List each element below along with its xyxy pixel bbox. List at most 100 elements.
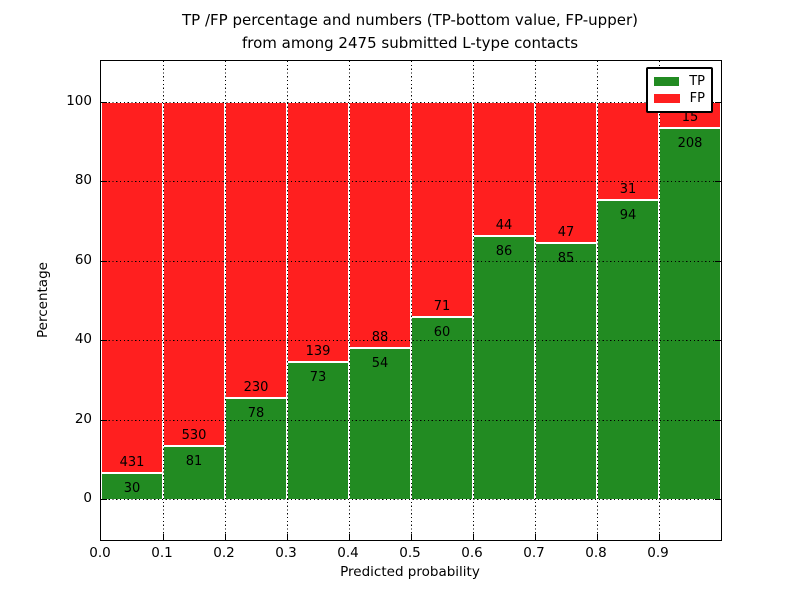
bar-segment-tp	[349, 347, 411, 499]
chart-title: TP /FP percentage and numbers (TP-bottom…	[100, 9, 720, 55]
y-tickmark-right	[715, 101, 721, 103]
tp-count-label: 30	[123, 481, 141, 497]
bar-segment-tp	[473, 236, 535, 499]
y-tickmark-left	[101, 101, 107, 103]
legend-label-tp: TP	[689, 73, 705, 89]
fp-count-label: 71	[433, 299, 451, 315]
x-tickmark-bottom	[225, 534, 226, 540]
bar-segment-fp	[411, 101, 473, 318]
x-axis-label: Predicted probability	[340, 564, 480, 580]
y-tick-label: 0	[83, 490, 92, 506]
vertical-gridline	[472, 61, 474, 540]
bar-segment-fp	[535, 101, 597, 244]
bar-segment-fp	[349, 101, 411, 348]
y-tickmark-left	[101, 260, 107, 262]
bar-segment-fp	[163, 101, 225, 447]
tp-count-label: 94	[619, 208, 637, 224]
y-tickmark-right	[715, 340, 721, 342]
bar-segment-tp	[287, 362, 349, 499]
x-tickmark-bottom	[411, 534, 412, 540]
horizontal-gridline	[101, 260, 721, 262]
x-tickmark-bottom	[535, 534, 536, 540]
legend-item-fp: FP	[654, 92, 705, 105]
legend-label-fp: FP	[689, 91, 705, 107]
bar-segment-fp	[101, 101, 163, 474]
x-tickmark-bottom	[349, 534, 350, 540]
y-tick-label: 100	[66, 92, 92, 109]
x-tick-label: 0.3	[275, 545, 297, 561]
chart-title-line2: from among 2475 submitted L-type contact…	[241, 34, 579, 52]
fp-count-label: 15	[681, 110, 699, 126]
tp-count-label: 81	[185, 454, 203, 470]
x-tickmark-bottom	[473, 534, 474, 540]
vertical-gridline	[410, 61, 412, 540]
x-tickmark-bottom	[163, 534, 164, 540]
y-tickmark-right	[715, 260, 721, 262]
bar-segment-fp	[473, 101, 535, 237]
vertical-gridline	[286, 61, 288, 540]
vertical-gridline	[162, 61, 164, 540]
bar-segment-tp	[535, 243, 597, 499]
fp-swatch-icon	[654, 94, 680, 104]
bar-segment-tp	[101, 473, 163, 499]
vertical-gridline	[224, 61, 226, 540]
fp-count-label: 31	[619, 182, 637, 198]
x-tickmark-bottom	[597, 534, 598, 540]
fp-count-label: 530	[181, 428, 207, 444]
horizontal-gridline	[101, 340, 721, 342]
y-tickmark-right	[715, 499, 721, 500]
fp-count-label: 230	[243, 380, 269, 396]
y-tickmark-right	[715, 419, 721, 421]
horizontal-gridline	[101, 101, 721, 103]
fp-count-label: 44	[495, 218, 513, 234]
x-tick-label: 0.8	[585, 545, 607, 561]
tp-count-label: 54	[371, 355, 389, 371]
legend: TP FP	[646, 67, 713, 113]
bar-segment-fp	[287, 101, 349, 363]
fp-count-label: 431	[119, 455, 145, 471]
bar-segment-tp	[225, 398, 287, 499]
x-tick-label: 0.6	[461, 545, 483, 561]
x-tick-label: 0.9	[647, 545, 669, 561]
horizontal-gridline	[101, 181, 721, 183]
y-tick-label: 20	[74, 410, 92, 427]
bar-segment-tp	[163, 446, 225, 499]
x-tick-label: 0.2	[213, 545, 235, 561]
y-tickmark-left	[101, 181, 107, 183]
x-tick-label: 0.4	[337, 545, 359, 561]
x-tickmark-bottom	[659, 534, 660, 540]
vertical-gridline	[596, 61, 598, 540]
horizontal-gridline	[101, 419, 721, 421]
fp-count-label: 139	[305, 344, 331, 360]
bar-segment-tp	[411, 317, 473, 499]
tp-count-label: 78	[247, 406, 265, 422]
bar-segment-fp	[225, 101, 287, 399]
tp-count-label: 85	[557, 251, 575, 267]
y-tickmark-left	[101, 340, 107, 342]
vertical-gridline	[658, 61, 660, 540]
x-tick-label: 0.7	[523, 545, 545, 561]
fp-count-label: 47	[557, 225, 575, 241]
y-tick-label: 40	[74, 331, 92, 348]
legend-item-tp: TP	[654, 75, 705, 88]
bar-segment-tp	[597, 200, 659, 499]
tp-count-label: 60	[433, 325, 451, 341]
fp-count-label: 88	[371, 329, 389, 345]
y-tickmark-right	[715, 181, 721, 183]
tp-swatch-icon	[654, 76, 680, 86]
y-tickmark-left	[101, 419, 107, 421]
bar-segment-tp	[659, 128, 721, 499]
y-tick-label: 80	[74, 172, 92, 189]
x-tick-label: 0.1	[151, 545, 173, 561]
tp-count-label: 208	[677, 136, 703, 152]
horizontal-gridline	[101, 499, 721, 500]
tp-count-label: 86	[495, 244, 513, 260]
x-tickmark-bottom	[287, 534, 288, 540]
x-tick-label: 0.5	[399, 545, 421, 561]
chart-title-line1: TP /FP percentage and numbers (TP-bottom…	[182, 11, 638, 29]
tp-count-label: 73	[309, 370, 327, 386]
vertical-gridline	[348, 61, 350, 540]
x-tick-label: 0.0	[89, 545, 111, 561]
plot-area: 431 30 530 81 230 78 139 73 88 54 71 60 44 86 47 85 31 94…	[100, 60, 722, 541]
